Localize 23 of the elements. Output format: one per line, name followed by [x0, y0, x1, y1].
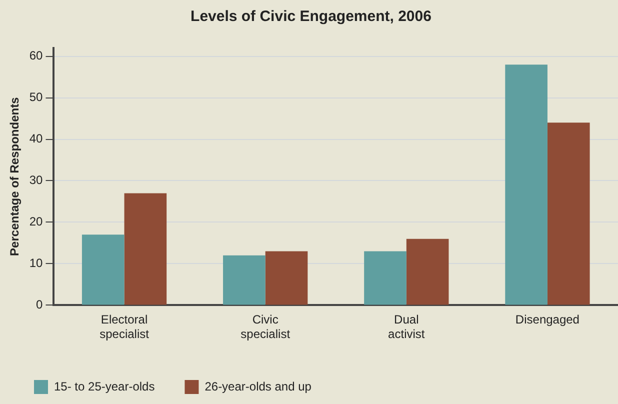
x-tick-label: Electoral specialist: [100, 312, 150, 342]
y-tick-label: 40: [29, 132, 44, 146]
x-tick-label: Disengaged: [515, 312, 580, 327]
y-tick-label: 10: [29, 256, 44, 270]
legend-label: 26-year-olds and up: [204, 379, 312, 394]
chart-title: Levels of Civic Engagement, 2006: [190, 8, 432, 26]
y-tick-label: 50: [29, 90, 44, 104]
bar: [223, 255, 266, 305]
bar: [124, 193, 167, 305]
y-tick-label: 0: [36, 298, 44, 312]
y-tick-label: 20: [29, 214, 44, 229]
bar: [547, 122, 590, 305]
x-tick-label: Dual activist: [388, 312, 426, 342]
y-tick-label: 60: [29, 48, 44, 63]
bar: [364, 251, 406, 305]
bar: [505, 64, 548, 305]
legend-label: 15- to 25-year-olds: [54, 379, 155, 394]
y-axis-title: Percentage of Respondents: [8, 96, 22, 256]
y-tick-label: 30: [29, 173, 44, 188]
bar: [265, 251, 308, 305]
x-tick-label: Civic specialist: [240, 312, 291, 342]
bar: [406, 238, 449, 305]
bar: [82, 234, 124, 305]
